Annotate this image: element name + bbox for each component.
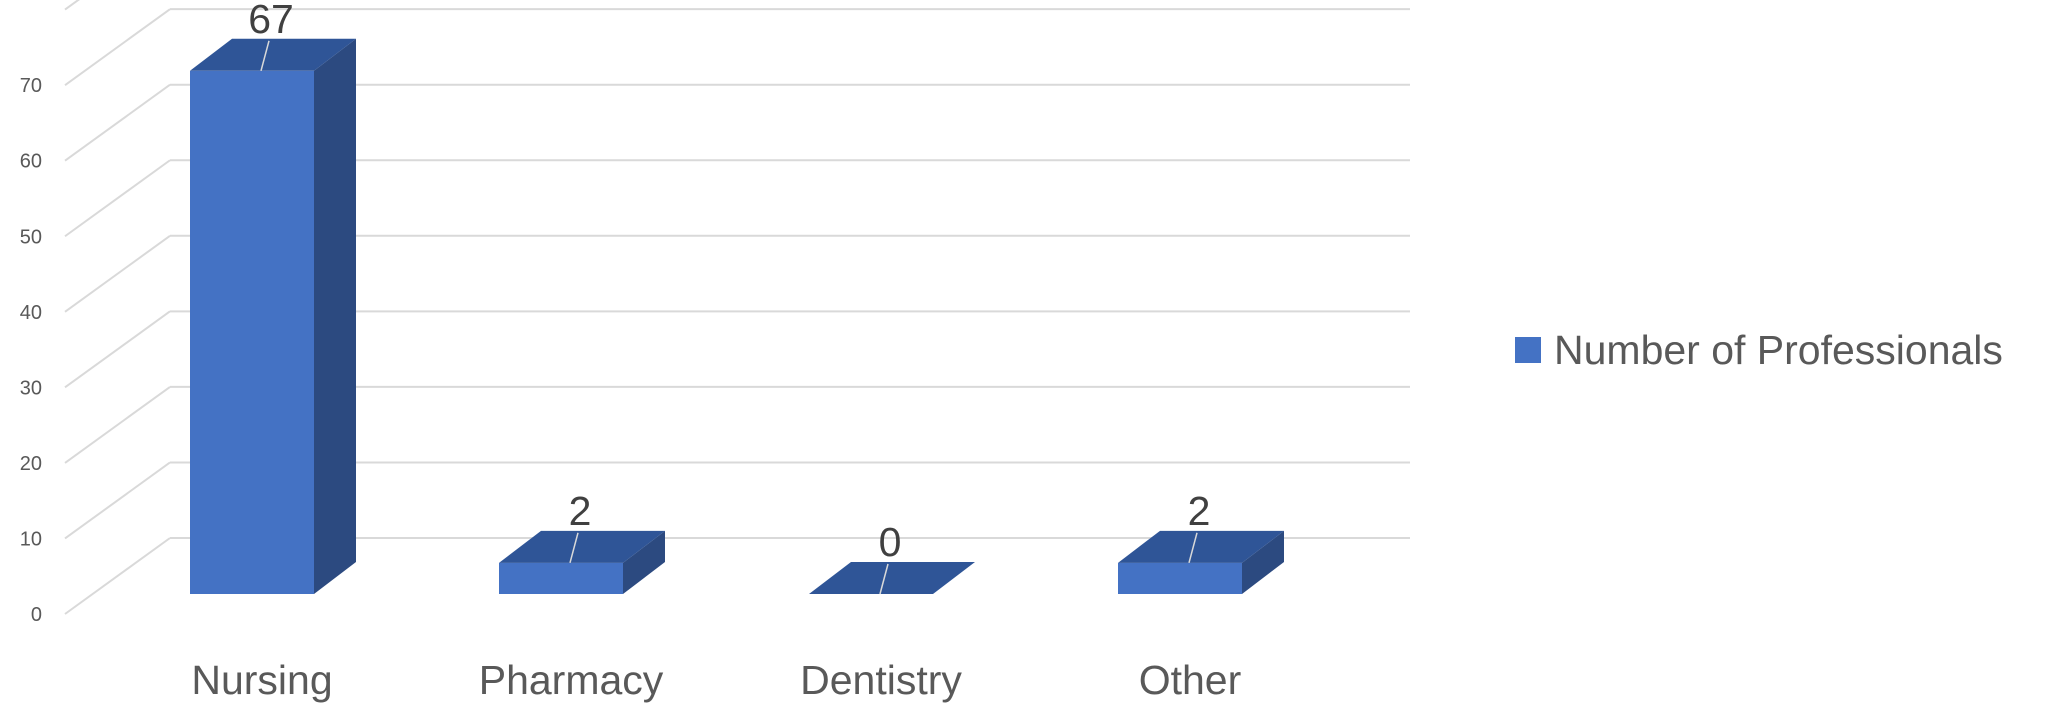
gridline-diagonal <box>64 234 171 313</box>
gridline-diagonal <box>64 159 171 238</box>
bar-top <box>809 562 975 594</box>
gridline-diagonal <box>64 461 171 540</box>
gridline-diagonal <box>64 0 80 11</box>
y-tick-label: 40 <box>20 302 42 324</box>
bar-other <box>1118 530 1284 594</box>
legend-swatch <box>1515 337 1541 363</box>
data-label: 2 <box>569 488 592 534</box>
bar-front <box>1118 562 1242 594</box>
leader-line <box>569 532 579 564</box>
data-labels: 67 2 0 2 <box>248 0 1211 595</box>
bar-top <box>190 38 356 71</box>
leader-line <box>879 563 889 595</box>
y-tick-label: 60 <box>20 151 42 173</box>
legend-label: Number of Professionals <box>1554 327 2003 373</box>
bar-dentistry <box>809 562 975 594</box>
bars <box>190 38 1284 595</box>
bar-side <box>314 38 356 595</box>
gridline-diagonal <box>64 537 171 615</box>
data-label: 0 <box>879 519 902 565</box>
data-label: 67 <box>248 0 294 42</box>
bar-side <box>623 530 665 594</box>
gridline-diagonal <box>64 8 171 86</box>
leader-line <box>1188 532 1198 564</box>
legend: Number of Professionals <box>1515 327 2003 373</box>
gridline-diagonal <box>64 310 171 389</box>
y-tick-label: 70 <box>20 75 42 97</box>
data-label: 2 <box>1188 488 1211 534</box>
y-tick-label: 0 <box>31 604 42 626</box>
bar-front <box>499 562 623 594</box>
x-tick-label: Nursing <box>191 657 332 703</box>
bar-nursing <box>190 38 356 595</box>
y-tick-label: 30 <box>20 377 42 399</box>
x-axis-tick-labels: Nursing Pharmacy Dentistry Other <box>191 657 1241 703</box>
bar-front <box>190 70 314 594</box>
x-tick-label: Other <box>1139 657 1242 703</box>
bar-side <box>1242 530 1284 594</box>
bar-pharmacy <box>499 530 665 594</box>
gridlines <box>64 0 1410 615</box>
y-tick-label: 20 <box>20 453 42 475</box>
y-tick-label: 50 <box>20 226 42 248</box>
gridline-diagonal <box>64 386 171 464</box>
gridline-diagonal <box>64 83 171 162</box>
y-tick-label: 10 <box>20 528 42 550</box>
y-axis-tick-labels: 0 10 20 30 40 50 60 70 <box>20 75 42 626</box>
x-tick-label: Pharmacy <box>479 657 664 703</box>
x-tick-label: Dentistry <box>800 657 962 703</box>
bar-top <box>1118 530 1284 563</box>
leader-line <box>260 40 270 72</box>
bar-top <box>499 530 665 563</box>
